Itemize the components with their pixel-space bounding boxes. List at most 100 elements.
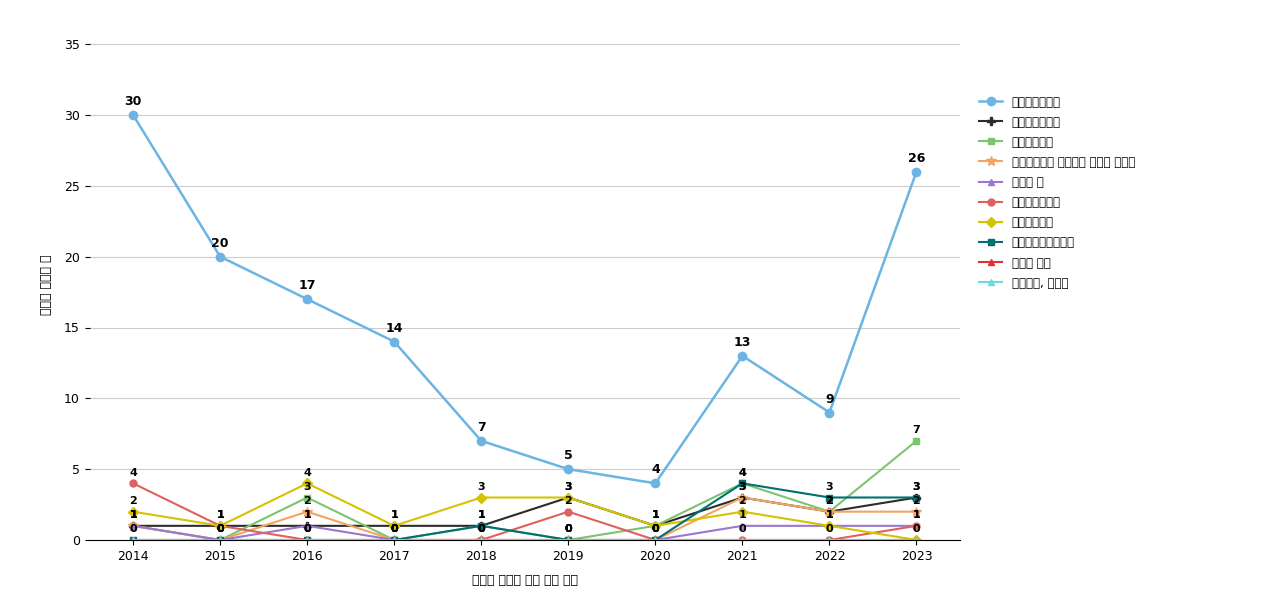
- Text: 2: 2: [739, 496, 746, 506]
- Text: 0: 0: [390, 524, 398, 535]
- Text: 1: 1: [303, 510, 311, 520]
- Text: 1: 1: [129, 510, 137, 520]
- Text: 1: 1: [477, 510, 485, 520]
- Text: 0: 0: [129, 524, 137, 535]
- Text: 0: 0: [564, 524, 572, 535]
- 두산에너빌리티: [648, 522, 663, 529]
- 두산에너빌리티: [212, 522, 228, 529]
- 수산이앤에스: [561, 494, 576, 501]
- 한전케이피에스: [648, 536, 663, 544]
- 한전케이피에스: [822, 536, 837, 544]
- 웨스팅하우스 일렉트릭 컴퍼니 엘엘씨: [212, 536, 228, 544]
- 아레바 엔피: [822, 536, 837, 544]
- 한전케이피에스: [125, 480, 141, 487]
- 수산이앤에스: [300, 480, 315, 487]
- Text: 1: 1: [390, 510, 398, 520]
- 두산에너빌리티: [909, 494, 924, 501]
- Text: 0: 0: [826, 524, 833, 535]
- 테라파워, 엘엘씨: [648, 536, 663, 544]
- 웨스팅하우스 일렉트릭 컴퍼니 엘엘씨: [735, 494, 750, 501]
- Text: 3: 3: [913, 482, 920, 492]
- Text: 3: 3: [303, 482, 311, 492]
- 한국전력기술: [648, 522, 663, 529]
- Text: 0: 0: [564, 524, 572, 535]
- Text: 1: 1: [826, 510, 833, 520]
- Text: 2: 2: [826, 496, 833, 506]
- Text: 0: 0: [477, 524, 485, 535]
- Text: 1: 1: [129, 510, 137, 520]
- Text: 0: 0: [390, 524, 398, 535]
- 두산에너빌리티: [561, 494, 576, 501]
- 프라마 톰: [212, 536, 228, 544]
- Line: 한전케이피에스: 한전케이피에스: [129, 480, 920, 544]
- Text: 9: 9: [826, 392, 833, 406]
- 한국전력기술: [561, 536, 576, 544]
- Legend: 한국수력원자력, 두산에너빌리티, 한국전력기술, 웨스팅하우스 일렉트릭 컴퍼니 엘엘씨, 프라마 톰, 한전케이피에스, 수산이앤에스, 스탠더드시험연구소: 한국수력원자력, 두산에너빌리티, 한국전력기술, 웨스팅하우스 일렉트릭 컴퍼…: [979, 96, 1135, 290]
- 한국수력원자력: [909, 168, 924, 175]
- 프라마 톰: [561, 536, 576, 544]
- 한전케이피에스: [909, 522, 924, 529]
- 한국전력기술: [474, 522, 489, 529]
- 두산에너빌리티: [474, 522, 489, 529]
- 한국수력원자력: [648, 480, 663, 487]
- 두산에너빌리티: [125, 522, 141, 529]
- 프라마 톰: [387, 536, 402, 544]
- 테라파워, 엘엘씨: [125, 536, 141, 544]
- 아레바 엔피: [474, 536, 489, 544]
- 웨스팅하우스 일렉트릭 컴퍼니 엘엘씨: [474, 536, 489, 544]
- Text: 7: 7: [477, 421, 485, 434]
- 한국수력원자력: [387, 338, 402, 345]
- Text: 0: 0: [652, 524, 659, 535]
- 아레바 엔피: [125, 536, 141, 544]
- 스탠더드시험연구소: [474, 522, 489, 529]
- 프라마 톰: [474, 536, 489, 544]
- Line: 스탠더드시험연구소: 스탠더드시험연구소: [129, 480, 920, 544]
- Text: 1: 1: [477, 510, 485, 520]
- Text: 2: 2: [913, 496, 920, 506]
- 한국전력기술: [735, 480, 750, 487]
- Text: 3: 3: [739, 482, 746, 492]
- 웨스팅하우스 일렉트릭 컴퍼니 엘엘씨: [909, 508, 924, 515]
- 한전케이피에스: [387, 536, 402, 544]
- 테라파워, 엘엘씨: [822, 536, 837, 544]
- Text: 1: 1: [826, 510, 833, 520]
- Line: 한국전력기술: 한국전력기술: [129, 437, 920, 544]
- Text: 14: 14: [385, 322, 403, 335]
- 아레바 엔피: [648, 536, 663, 544]
- Text: 0: 0: [652, 524, 659, 535]
- 아레바 엔피: [300, 536, 315, 544]
- Text: 0: 0: [216, 524, 224, 535]
- Text: 0: 0: [652, 524, 659, 535]
- 프라마 톰: [822, 522, 837, 529]
- 스탠더드시험연구소: [300, 536, 315, 544]
- 스탠더드시험연구소: [648, 536, 663, 544]
- 한국수력원자력: [212, 253, 228, 260]
- Text: 0: 0: [303, 524, 311, 535]
- Text: 3: 3: [564, 482, 572, 492]
- Text: 0: 0: [913, 524, 920, 535]
- Text: 26: 26: [908, 152, 925, 165]
- 스탠더드시험연구소: [561, 536, 576, 544]
- Text: 0: 0: [477, 524, 485, 535]
- 수산이앤에스: [822, 522, 837, 529]
- Text: 0: 0: [303, 524, 311, 535]
- 수산이앤에스: [648, 522, 663, 529]
- Text: 2: 2: [129, 496, 137, 506]
- Line: 테라파워, 엘엘씨: 테라파워, 엘엘씨: [129, 536, 920, 544]
- Text: 3: 3: [826, 482, 833, 492]
- Text: 3: 3: [477, 482, 485, 492]
- 테라파워, 엘엘씨: [909, 536, 924, 544]
- 한국수력원자력: [822, 409, 837, 416]
- Text: 4: 4: [739, 468, 746, 478]
- 한국전력기술: [909, 437, 924, 445]
- Text: 3: 3: [913, 482, 920, 492]
- Y-axis label: 심사관 피인용 수: 심사관 피인용 수: [40, 255, 52, 315]
- 테라파워, 엘엘씨: [300, 536, 315, 544]
- 한국수력원자력: [474, 437, 489, 445]
- 한전케이피에스: [300, 536, 315, 544]
- X-axis label: 심사관 피인용 특허 발행 연도: 심사관 피인용 특허 발행 연도: [472, 574, 577, 587]
- 테라파워, 엘엘씨: [387, 536, 402, 544]
- Line: 두산에너빌리티: 두산에너빌리티: [129, 493, 920, 530]
- Text: 0: 0: [216, 524, 224, 535]
- 아레바 엔피: [735, 536, 750, 544]
